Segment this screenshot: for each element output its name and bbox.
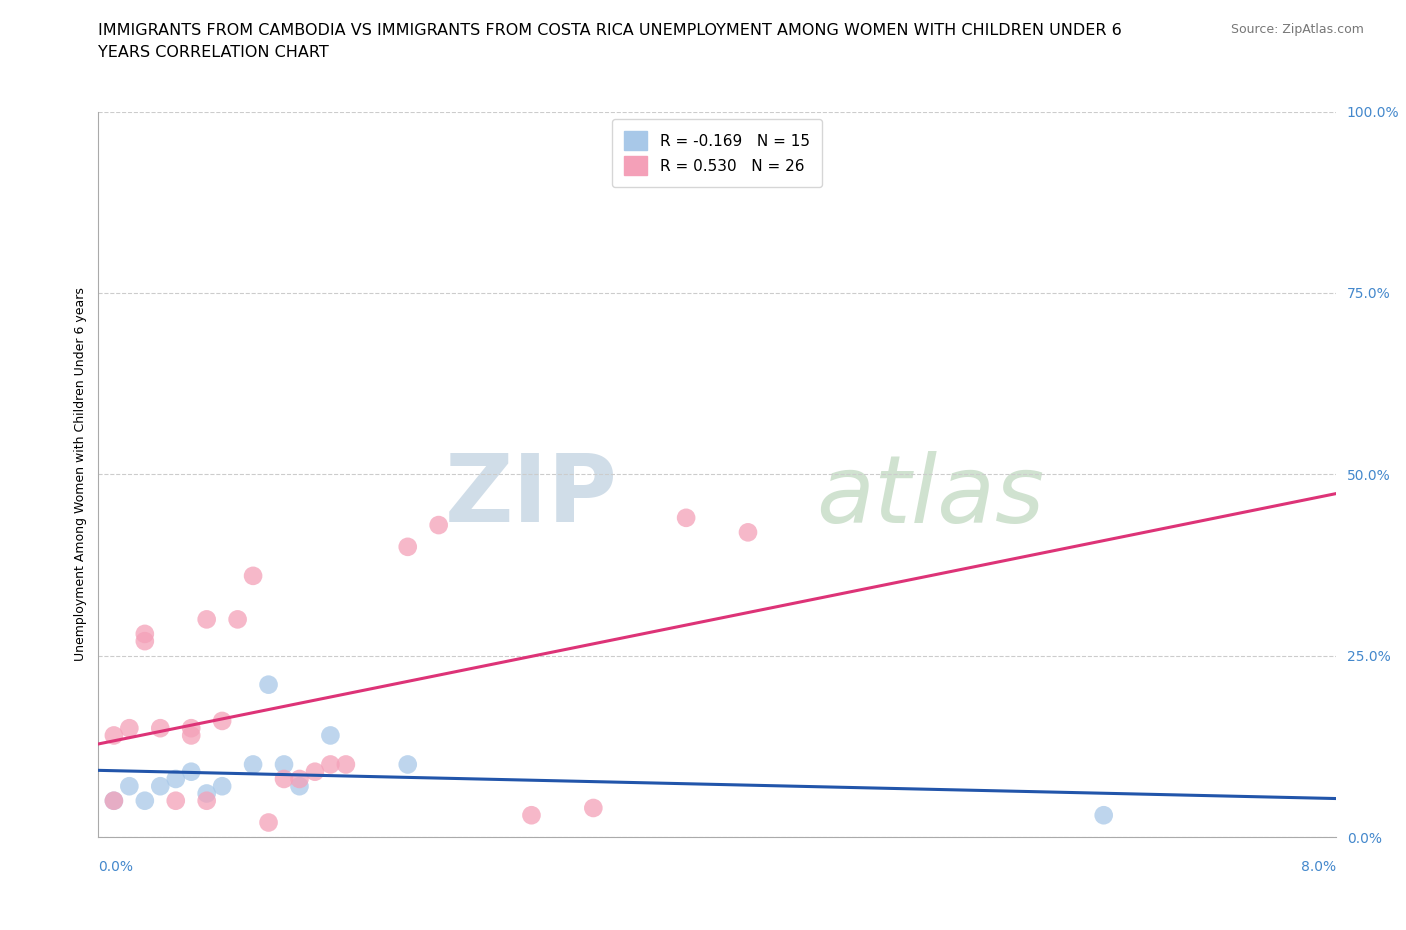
Point [257,677,280,692]
Text: 8.0%: 8.0% [1301,860,1336,874]
Point [288,772,311,787]
Point [180,721,202,736]
Text: ZIP: ZIP [446,450,619,542]
Point [335,757,357,772]
Text: YEARS CORRELATION CHART: YEARS CORRELATION CHART [98,45,329,60]
Point [103,793,125,808]
Point [149,721,172,736]
Point [520,808,543,823]
Legend: R = -0.169   N = 15, R = 0.530   N = 26: R = -0.169 N = 15, R = 0.530 N = 26 [612,119,823,187]
Point [242,757,264,772]
Text: 0.0%: 0.0% [98,860,134,874]
Point [180,728,202,743]
Point [273,772,295,787]
Point [257,815,280,830]
Point [195,786,218,801]
Text: Source: ZipAtlas.com: Source: ZipAtlas.com [1230,23,1364,36]
Point [195,793,218,808]
Point [675,511,697,525]
Point [211,713,233,728]
Y-axis label: Unemployment Among Women with Children Under 6 years: Unemployment Among Women with Children U… [75,287,87,661]
Point [304,764,326,779]
Point [427,518,450,533]
Point [103,793,125,808]
Text: IMMIGRANTS FROM CAMBODIA VS IMMIGRANTS FROM COSTA RICA UNEMPLOYMENT AMONG WOMEN : IMMIGRANTS FROM CAMBODIA VS IMMIGRANTS F… [98,23,1122,38]
Point [165,793,187,808]
Point [737,525,759,539]
Point [396,539,419,554]
Point [319,728,342,743]
Point [165,772,187,787]
Point [134,627,156,642]
Point [211,778,233,793]
Point [396,757,419,772]
Point [149,778,172,793]
Point [1092,808,1115,823]
Point [242,568,264,583]
Point [288,778,311,793]
Text: atlas: atlas [815,450,1045,541]
Point [134,793,156,808]
Point [118,778,141,793]
Point [180,764,202,779]
Point [582,801,605,816]
Point [195,612,218,627]
Point [319,757,342,772]
Point [103,728,125,743]
Point [134,633,156,648]
Point [118,721,141,736]
Point [226,612,249,627]
Point [273,757,295,772]
